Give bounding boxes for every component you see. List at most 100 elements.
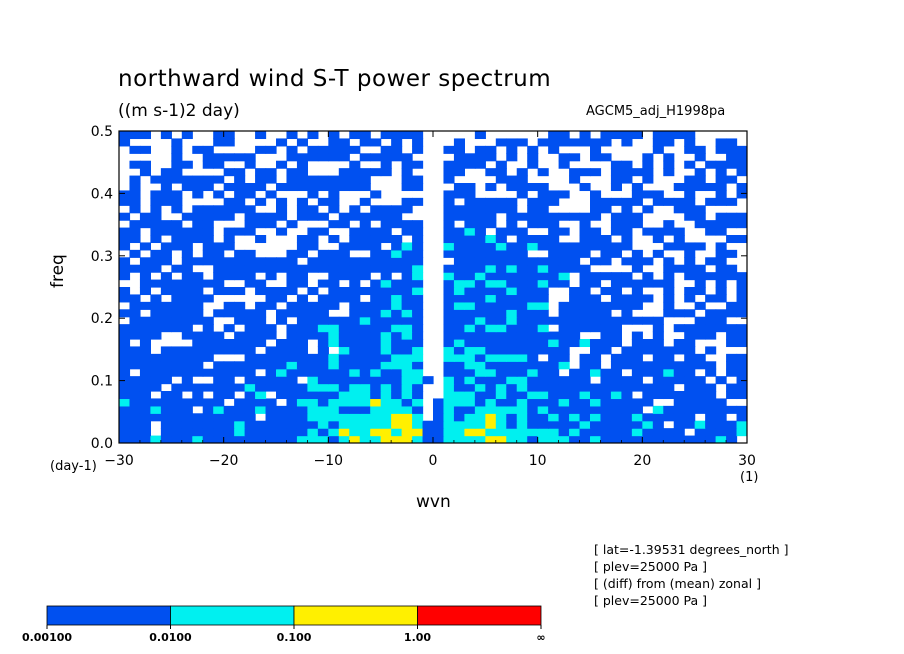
contour-cell: [736, 235, 747, 244]
contour-cell: [380, 294, 392, 303]
contour-cell: [642, 413, 654, 422]
contour-cell: [370, 242, 382, 251]
contour-cell: [296, 160, 308, 169]
contour-cell: [317, 339, 329, 348]
contour-cell: [119, 131, 131, 140]
contour-cell: [139, 398, 151, 407]
contour-cell: [736, 324, 747, 333]
contour-cell: [391, 398, 403, 407]
contour-cell: [202, 212, 214, 221]
contour-cell: [453, 368, 465, 377]
contour-cell: [590, 353, 602, 362]
contour-cell: [453, 168, 465, 177]
contour-cell: [516, 435, 528, 443]
contour-cell: [485, 235, 497, 244]
contour-cell: [433, 435, 445, 443]
contour-cell: [516, 175, 528, 184]
contour-cell: [317, 227, 329, 236]
contour-cell: [558, 242, 570, 251]
contour-cell: [213, 413, 225, 422]
contour-cell: [527, 391, 539, 400]
contour-cell: [558, 398, 570, 407]
contour-cell: [663, 294, 675, 303]
contour-cell: [600, 368, 612, 377]
contour-cell: [234, 272, 246, 281]
contour-cell: [391, 339, 403, 348]
contour-cell: [119, 272, 131, 281]
contour-cell: [192, 301, 204, 310]
contour-cell: [694, 279, 706, 288]
contour-cell: [234, 190, 246, 199]
contour-cell: [160, 398, 172, 407]
contour-cell: [119, 242, 131, 251]
contour-cell: [129, 420, 141, 429]
contour-cell: [171, 190, 183, 199]
contour-cell: [579, 316, 591, 325]
contour-cell: [610, 279, 622, 288]
contour-cell: [631, 131, 643, 140]
contour-cell: [181, 309, 193, 318]
contour-cell: [558, 301, 570, 310]
contour-cell: [370, 331, 382, 340]
contour-cell: [328, 175, 340, 184]
contour-cell: [181, 160, 193, 169]
contour-cell: [244, 190, 256, 199]
contour-cell: [401, 368, 413, 377]
contour-cell: [642, 190, 654, 199]
contour-cell: [621, 205, 633, 214]
contour-cell: [485, 279, 497, 288]
contour-cell: [495, 160, 507, 169]
contour-cell: [621, 391, 633, 400]
contour-cell: [569, 339, 581, 348]
contour-cell: [642, 168, 654, 177]
contour-cell: [642, 294, 654, 303]
contour-cell: [474, 316, 486, 325]
contour-cell: [579, 413, 591, 422]
contour-cell: [736, 272, 747, 281]
contour-cell: [652, 368, 664, 377]
contour-cell: [223, 368, 235, 377]
contour-cell: [621, 220, 633, 229]
contour-cell: [652, 235, 664, 244]
contour-cell: [349, 346, 361, 355]
contour-cell: [139, 287, 151, 296]
contour-cell: [213, 331, 225, 340]
contour-cell: [150, 361, 162, 370]
contour-cell: [307, 183, 319, 192]
contour-cell: [443, 324, 455, 333]
contour-cell: [296, 272, 308, 281]
contour-cell: [296, 383, 308, 392]
contour-cell: [506, 324, 518, 333]
contour-cell: [349, 361, 361, 370]
contour-cell: [621, 168, 633, 177]
contour-cell: [537, 368, 549, 377]
contour-cell: [527, 279, 539, 288]
contour-cell: [296, 279, 308, 288]
contour-cell: [610, 183, 622, 192]
contour-cell: [286, 383, 298, 392]
contour-cell: [495, 413, 507, 422]
contour-cell: [474, 153, 486, 162]
contour-cell: [610, 420, 622, 429]
contour-cell: [631, 294, 643, 303]
contour-cell: [610, 287, 622, 296]
contour-cell: [726, 353, 738, 362]
contour-cell: [338, 272, 350, 281]
contour-cell: [317, 346, 329, 355]
contour-cell: [139, 145, 151, 154]
contour-cell: [610, 242, 622, 251]
contour-cell: [401, 257, 413, 266]
contour-cell: [694, 242, 706, 251]
contour-cell: [631, 279, 643, 288]
contour-cell: [631, 220, 643, 229]
contour-cell: [171, 264, 183, 273]
contour-cell: [296, 346, 308, 355]
contour-cell: [150, 301, 162, 310]
contour-cell: [370, 420, 382, 429]
contour-cell: [474, 413, 486, 422]
contour-cell: [600, 309, 612, 318]
contour-cell: [705, 309, 717, 318]
contour-cell: [391, 383, 403, 392]
contour-cell: [663, 197, 675, 206]
contour-cell: [684, 361, 696, 370]
